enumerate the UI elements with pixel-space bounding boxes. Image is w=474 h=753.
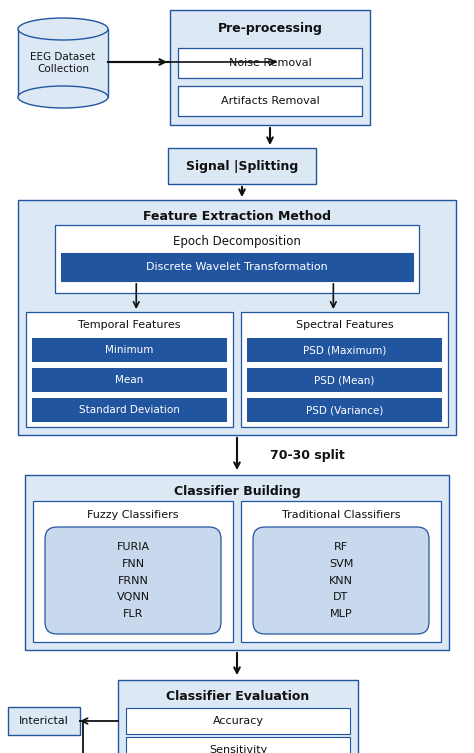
Text: Standard Deviation: Standard Deviation <box>79 405 180 415</box>
Text: Artifacts Removal: Artifacts Removal <box>220 96 319 106</box>
Text: EEG Dataset
Collection: EEG Dataset Collection <box>30 52 96 74</box>
Text: PSD (Variance): PSD (Variance) <box>306 405 383 415</box>
Text: Interictal: Interictal <box>19 716 69 726</box>
Text: Noise Removal: Noise Removal <box>228 58 311 68</box>
Text: Classifier Building: Classifier Building <box>173 484 301 498</box>
FancyBboxPatch shape <box>25 475 449 650</box>
Text: Accuracy: Accuracy <box>212 716 264 726</box>
Text: Pre-processing: Pre-processing <box>218 22 322 35</box>
Text: Traditional Classifiers: Traditional Classifiers <box>282 510 400 520</box>
FancyBboxPatch shape <box>178 86 362 116</box>
FancyBboxPatch shape <box>118 680 358 753</box>
Text: VQNN: VQNN <box>117 592 150 602</box>
FancyBboxPatch shape <box>247 368 442 392</box>
Text: PSD (Maximum): PSD (Maximum) <box>303 345 386 355</box>
Text: Signal |Splitting: Signal |Splitting <box>186 160 298 172</box>
FancyBboxPatch shape <box>126 708 350 734</box>
Text: KNN: KNN <box>329 575 353 586</box>
Text: Mean: Mean <box>115 375 144 385</box>
Text: SVM: SVM <box>329 559 353 569</box>
Text: PSD (Mean): PSD (Mean) <box>314 375 374 385</box>
FancyBboxPatch shape <box>32 368 227 392</box>
Text: 70-30 split: 70-30 split <box>270 449 345 462</box>
Text: Minimum: Minimum <box>105 345 154 355</box>
FancyBboxPatch shape <box>61 253 413 281</box>
Ellipse shape <box>18 18 108 40</box>
Ellipse shape <box>18 86 108 108</box>
Text: DT: DT <box>333 592 348 602</box>
Text: Temporal Features: Temporal Features <box>78 320 181 330</box>
FancyBboxPatch shape <box>241 501 441 642</box>
Text: MLP: MLP <box>330 608 352 619</box>
FancyBboxPatch shape <box>168 148 316 184</box>
FancyBboxPatch shape <box>247 398 442 422</box>
FancyBboxPatch shape <box>45 527 221 634</box>
Text: Feature Extraction Method: Feature Extraction Method <box>143 209 331 222</box>
FancyBboxPatch shape <box>247 338 442 362</box>
Text: FNN: FNN <box>121 559 145 569</box>
FancyBboxPatch shape <box>170 10 370 125</box>
FancyBboxPatch shape <box>33 501 233 642</box>
FancyBboxPatch shape <box>32 398 227 422</box>
FancyBboxPatch shape <box>178 48 362 78</box>
FancyBboxPatch shape <box>8 707 80 735</box>
Text: Sensitivity: Sensitivity <box>209 745 267 753</box>
FancyBboxPatch shape <box>253 527 429 634</box>
Text: Discrete Wavelet Transformation: Discrete Wavelet Transformation <box>146 262 328 272</box>
FancyBboxPatch shape <box>18 200 456 435</box>
Text: Spectral Features: Spectral Features <box>296 320 393 330</box>
FancyBboxPatch shape <box>26 312 233 427</box>
Text: Fuzzy Classifiers: Fuzzy Classifiers <box>87 510 179 520</box>
FancyBboxPatch shape <box>126 737 350 753</box>
Text: Classifier Evaluation: Classifier Evaluation <box>166 690 310 703</box>
Text: FLR: FLR <box>123 608 143 619</box>
FancyBboxPatch shape <box>241 312 448 427</box>
FancyBboxPatch shape <box>55 225 419 293</box>
Text: FURIA: FURIA <box>117 542 150 552</box>
FancyBboxPatch shape <box>18 29 108 97</box>
Text: FRNN: FRNN <box>118 575 148 586</box>
Text: Epoch Decomposition: Epoch Decomposition <box>173 234 301 248</box>
Text: RF: RF <box>334 542 348 552</box>
FancyBboxPatch shape <box>32 338 227 362</box>
